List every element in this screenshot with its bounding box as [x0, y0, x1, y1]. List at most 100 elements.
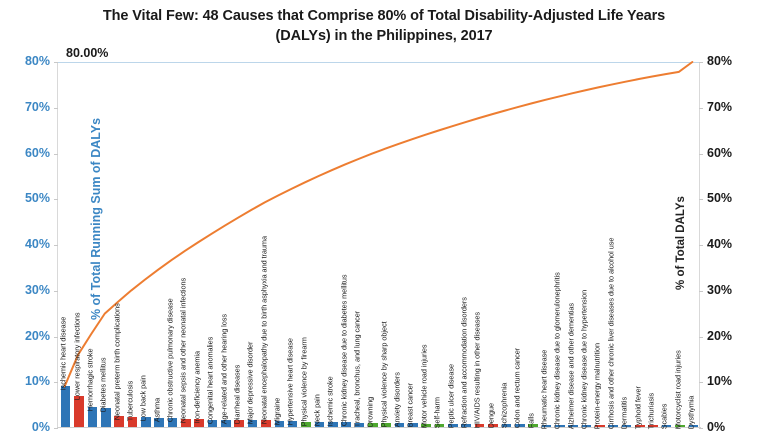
category-label: Hypertensive heart disease	[286, 338, 295, 426]
bar[interactable]	[341, 422, 351, 428]
category-label: Hemorrhagic stroke	[85, 348, 95, 412]
bar[interactable]	[194, 419, 205, 428]
right-axis-tickmark	[699, 382, 703, 384]
category-label: Physical violence by sharp object	[379, 321, 389, 428]
right-axis-tickmark	[699, 153, 703, 155]
bar[interactable]	[501, 424, 512, 428]
right-axis-tickmark	[699, 290, 703, 292]
category-label: Chronic obstructive pulmonary disease	[165, 298, 175, 423]
bar[interactable]	[207, 419, 218, 428]
right-axis-tick-label: 20%	[707, 328, 733, 343]
bar[interactable]	[621, 425, 632, 428]
bar[interactable]	[448, 423, 458, 428]
bar[interactable]	[127, 416, 138, 428]
left-axis-tickmark	[54, 153, 58, 155]
category-label: Typhoid fever	[633, 386, 643, 430]
bar[interactable]	[287, 421, 298, 428]
left-axis-tickmark	[54, 107, 58, 109]
right-axis-tick-label: 10%	[707, 374, 733, 389]
bar[interactable]	[60, 386, 71, 428]
category-label: Neonatal encephalopathy due to birth asp…	[259, 236, 269, 425]
bar[interactable]	[261, 420, 271, 428]
category-label: Alzheimer disease and other dementias	[566, 302, 576, 430]
bar[interactable]	[528, 424, 538, 428]
bar[interactable]	[421, 423, 432, 428]
right-axis-tickmark	[699, 428, 703, 429]
bar[interactable]	[541, 424, 552, 428]
category-label: Trichuriasis	[646, 392, 656, 430]
bar[interactable]	[114, 416, 124, 428]
category-label: Refraction and accommodation disorders	[459, 297, 469, 429]
right-axis-tick-label: 0%	[707, 420, 726, 434]
category-label: Rheumatic heart disease	[539, 349, 549, 429]
bar[interactable]	[581, 424, 592, 428]
category-label: Scabies	[659, 403, 669, 430]
reference-line-80	[58, 62, 699, 63]
left-axis-tick-label: 30%	[24, 282, 50, 297]
bar[interactable]	[327, 422, 338, 428]
bar[interactable]	[488, 424, 498, 428]
category-label: Neonatal preterm birth complications	[112, 303, 122, 421]
bar[interactable]	[301, 421, 311, 428]
category-label: Motor vehicle road injuries	[419, 343, 429, 428]
left-axis-tickmark	[54, 290, 58, 292]
bar[interactable]	[381, 422, 391, 428]
bar[interactable]	[100, 407, 111, 428]
bar[interactable]	[154, 417, 164, 428]
bar[interactable]	[408, 423, 418, 428]
chart-title-line-2: (DALYs) in the Philippines, 2017	[275, 28, 493, 44]
category-label: Migraine	[272, 397, 282, 426]
bar[interactable]	[675, 425, 685, 428]
bar[interactable]	[595, 425, 605, 428]
bar[interactable]	[688, 425, 699, 428]
left-axis-tickmark	[54, 199, 58, 201]
bar[interactable]	[514, 424, 525, 428]
category-label: Tuberculosis	[125, 380, 135, 421]
bar[interactable]	[368, 422, 378, 428]
bar[interactable]	[221, 419, 231, 428]
bar[interactable]	[234, 420, 245, 428]
chart-title: The Vital Few: 48 Causes that Comprise 8…	[40, 6, 728, 46]
category-label: Chronic kidney disease due to glomerulon…	[553, 271, 563, 429]
left-axis-tickmark	[54, 336, 58, 338]
bar[interactable]	[648, 425, 659, 428]
category-label: Drowning	[366, 396, 376, 428]
category-label: Peptic ulcer disease	[446, 363, 456, 429]
bar[interactable]	[167, 418, 178, 428]
bar[interactable]	[474, 423, 485, 428]
bar[interactable]	[314, 421, 325, 428]
bar[interactable]	[661, 425, 672, 428]
bar-series	[59, 62, 699, 428]
left-axis-tickmark	[54, 62, 58, 63]
category-label: Colon and rectum cancer	[513, 348, 523, 429]
category-label: Dengue	[486, 403, 496, 429]
bar[interactable]	[247, 420, 258, 428]
bar[interactable]	[635, 425, 645, 428]
right-axis-tick-label: 60%	[707, 145, 733, 160]
category-label: Anxiety disorders	[392, 372, 402, 428]
bar[interactable]	[354, 422, 365, 428]
right-axis-tick-label: 50%	[707, 191, 733, 206]
category-label: Low back pain	[139, 375, 149, 422]
bar[interactable]	[140, 417, 151, 428]
bar[interactable]	[181, 418, 191, 428]
bar[interactable]	[568, 424, 578, 428]
category-label: Diabetes mellitus	[99, 357, 109, 413]
x-axis-baseline	[57, 427, 701, 428]
category-label: Age-related and other hearing loss	[219, 313, 229, 425]
bar[interactable]	[394, 423, 405, 428]
category-label: Dermatitis	[619, 396, 629, 430]
plot-area: % of Total Running Sum of DALYs % of Tot…	[25, 46, 732, 434]
bar[interactable]	[434, 423, 445, 428]
category-label: HIV/AIDS resulting in other diseases	[472, 312, 482, 429]
left-axis-tick-label: 40%	[24, 237, 50, 251]
bar[interactable]	[274, 421, 285, 428]
category-label: Ischemic heart disease	[58, 317, 68, 391]
bar[interactable]	[608, 425, 618, 428]
bar[interactable]	[554, 424, 565, 428]
chart-title-line-1: The Vital Few: 48 Causes that Comprise 8…	[102, 8, 666, 24]
category-label: Dysthymia	[686, 395, 696, 430]
bar[interactable]	[74, 396, 84, 428]
bar[interactable]	[87, 406, 98, 428]
bar[interactable]	[461, 423, 472, 428]
